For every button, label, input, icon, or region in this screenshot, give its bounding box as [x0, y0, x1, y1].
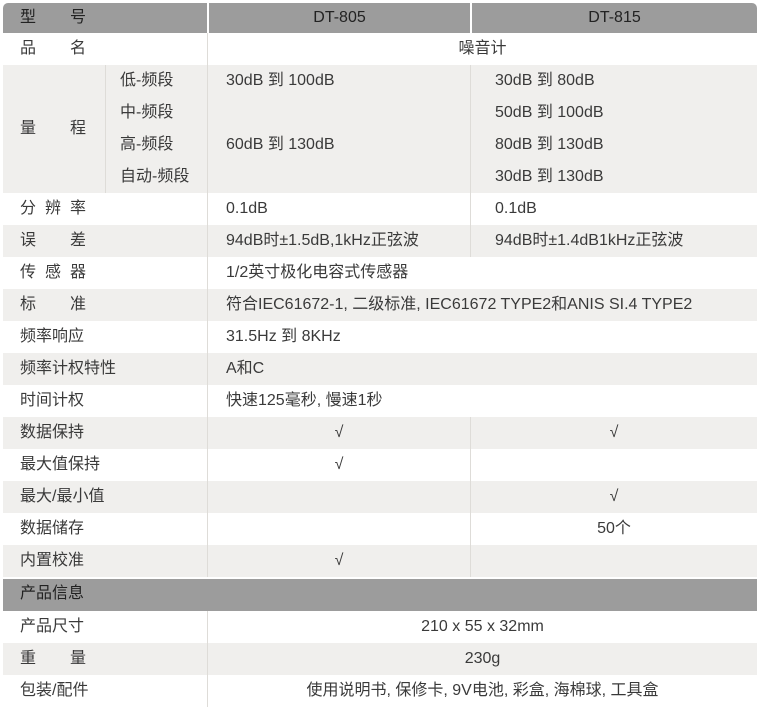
checkmark: √ [207, 545, 470, 577]
row-label: 数据储存 [20, 520, 85, 537]
row-label-cell: 时间计权 [3, 385, 207, 417]
cell-value: 符合IEC61672-1, 二级标准, IEC61672 TYPE2和ANIS … [207, 289, 757, 321]
band-labels: 低-频段中-频段高-频段自动-频段 [105, 65, 207, 193]
cell-value [208, 97, 470, 129]
row-label: 重量 [20, 650, 86, 667]
cell-value: 94dB时±1.5dB,1kHz正弦波 [207, 225, 470, 257]
band-label: 高-频段 [120, 136, 174, 153]
row-label-cell: 品名 [3, 33, 207, 65]
row-label-cell: 包装/配件 [3, 675, 207, 707]
cell-value: 60dB 到 130dB [226, 136, 335, 153]
row-label: 内置校准 [20, 552, 85, 569]
row-range: 量程 低-频段中-频段高-频段自动-频段 30dB 到 100dB 60dB 到 13… [3, 65, 757, 193]
table-row: 品名 噪音计 [3, 33, 757, 65]
table-body: 品名 噪音计量程 低-频段中-频段高-频段自动-频段 30dB 到 100dB 60dB… [3, 33, 757, 707]
row-label: 品名 [20, 40, 86, 57]
table-row: 频率计权特性 A和C [3, 353, 757, 385]
row-label: 频率响应 [20, 328, 85, 345]
table-row: 标准 符合IEC61672-1, 二级标准, IEC61672 TYPE2和ANI… [3, 289, 757, 321]
row-label: 标准 [20, 296, 86, 313]
cell-value: 使用说明书, 保修卡, 9V电池, 彩盒, 海棉球, 工具盒 [207, 675, 757, 707]
band-label: 自动-频段 [120, 168, 190, 185]
band-label: 中-频段 [120, 104, 174, 121]
checkmark: √ [470, 417, 757, 449]
table-row: 分辨率 0.1dB 0.1dB [3, 193, 757, 225]
cell-value: 30dB 到 80dB [495, 72, 595, 89]
table-row: 最大值保持 √ [3, 449, 757, 481]
checkmark: √ [470, 481, 757, 513]
cell-value: 50dB 到 100dB [495, 104, 604, 121]
row-label: 频率计权特性 [20, 360, 117, 377]
row-label-cell: 最大/最小值 [3, 481, 207, 513]
model-label: 型号 [20, 9, 86, 26]
checkmark: √ [207, 449, 470, 481]
row-label: 最大值保持 [20, 456, 101, 473]
row-label: 传感器 [20, 264, 86, 281]
cell-value: 230g [207, 643, 757, 675]
table-row: 内置校准 √ [3, 545, 757, 577]
row-label-cell: 分辨率 [3, 193, 207, 225]
table-row: 最大/最小值 √ [3, 481, 757, 513]
cell-value: 快速125毫秒, 慢速1秒 [207, 385, 757, 417]
header-cell-model-label: 型号 [3, 3, 207, 33]
cell-value: 31.5Hz 到 8KHz [207, 321, 757, 353]
cell-value: 30dB 到 130dB [495, 168, 604, 185]
row-label-cell: 内置校准 [3, 545, 207, 577]
product-spec-table: 型号 DT-805 DT-815 品名 噪音计量程 低-频段中-频段高-频段自动-频… [3, 3, 757, 707]
cell-value: 0.1dB [470, 193, 757, 225]
row-label: 误差 [20, 232, 86, 249]
row-label: 包装/配件 [20, 682, 89, 699]
cell-value: 噪音计 [207, 33, 757, 65]
row-label-cell: 传感器 [3, 257, 207, 289]
cell-value: 210 x 55 x 32mm [207, 611, 757, 643]
row-label-cell: 产品尺寸 [3, 611, 207, 643]
table-header: 型号 DT-805 DT-815 [3, 3, 757, 33]
row-label-cell: 量程 [3, 65, 105, 193]
cell-value [470, 449, 757, 481]
section-title: 产品信息 [20, 585, 85, 602]
section-header: 产品信息 [3, 577, 757, 611]
cell-value: A和C [207, 353, 757, 385]
table-row: 数据保持 √ √ [3, 417, 757, 449]
table-row: 传感器 1/2英寸极化电容式传感器 [3, 257, 757, 289]
header-cell-model2: DT-815 [470, 3, 757, 33]
row-label-cell: 频率响应 [3, 321, 207, 353]
row-label-cell: 重量 [3, 643, 207, 675]
model2-range-values: 30dB 到 80dB 50dB 到 100dB 80dB 到 130dB 30dB … [470, 65, 757, 193]
table-row: 频率响应 31.5Hz 到 8KHz [3, 321, 757, 353]
row-label-cell: 误差 [3, 225, 207, 257]
row-label: 分辨率 [20, 200, 86, 217]
cell-value: 94dB时±1.4dB1kHz正弦波 [470, 225, 757, 257]
table-row: 重量 230g [3, 643, 757, 675]
row-label: 量程 [20, 120, 86, 137]
cell-value [207, 481, 470, 513]
cell-value: 1/2英寸极化电容式传感器 [207, 257, 757, 289]
table-row: 数据储存 50个 [3, 513, 757, 545]
checkmark: √ [207, 417, 470, 449]
row-label-cell: 数据储存 [3, 513, 207, 545]
table-row: 产品尺寸 210 x 55 x 32mm [3, 611, 757, 643]
row-label-cell: 最大值保持 [3, 449, 207, 481]
cell-value: 30dB 到 100dB [226, 72, 335, 89]
band-label: 低-频段 [120, 72, 174, 89]
cell-value [207, 513, 470, 545]
row-label: 数据保持 [20, 424, 85, 441]
row-label-cell: 频率计权特性 [3, 353, 207, 385]
row-label: 时间计权 [20, 392, 85, 409]
header-cell-model1: DT-805 [207, 3, 470, 33]
row-label: 最大/最小值 [20, 488, 105, 505]
row-label-cell: 标准 [3, 289, 207, 321]
table-row: 误差 94dB时±1.5dB,1kHz正弦波 94dB时±1.4dB1kHz正弦波 [3, 225, 757, 257]
cell-value [470, 545, 757, 577]
row-label: 产品尺寸 [20, 618, 85, 635]
cell-value [208, 161, 470, 193]
model1-range-values: 30dB 到 100dB 60dB 到 130dB [207, 65, 470, 193]
cell-value: 50个 [470, 513, 757, 545]
cell-value: 0.1dB [207, 193, 470, 225]
table-row: 包装/配件 使用说明书, 保修卡, 9V电池, 彩盒, 海棉球, 工具盒 [3, 675, 757, 707]
table-row: 时间计权 快速125毫秒, 慢速1秒 [3, 385, 757, 417]
cell-value: 80dB 到 130dB [495, 136, 604, 153]
row-label-cell: 数据保持 [3, 417, 207, 449]
